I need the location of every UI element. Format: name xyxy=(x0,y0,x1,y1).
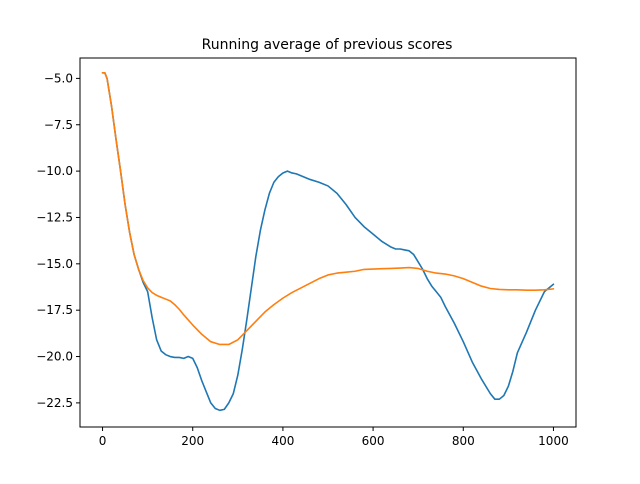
x-axis: 0 200 400 600 800 1000 xyxy=(99,427,569,448)
y-tick-label: −10.0 xyxy=(36,164,73,178)
y-tick-label: −7.5 xyxy=(44,118,73,132)
y-tick-label: −20.0 xyxy=(36,350,73,364)
x-tick-label: 800 xyxy=(452,434,475,448)
y-axis: −5.0 −7.5 −10.0 −12.5 −15.0 −17.5 −20.0 −22.5 xyxy=(36,71,80,410)
y-tick-label: −22.5 xyxy=(36,396,73,410)
x-tick-label: 400 xyxy=(271,434,294,448)
x-tick-label: 200 xyxy=(181,434,204,448)
chart-title: Running average of previous scores xyxy=(202,37,453,53)
y-tick-label: −15.0 xyxy=(36,257,73,271)
x-tick-label: 0 xyxy=(99,434,107,448)
series-line-2 xyxy=(101,72,555,346)
series-layer xyxy=(101,72,555,412)
x-tick-label: 600 xyxy=(362,434,385,448)
series-line-1 xyxy=(101,72,555,412)
x-tick-label: 1000 xyxy=(538,434,569,448)
y-tick-label: −5.0 xyxy=(44,71,73,85)
plot-frame xyxy=(79,57,577,428)
y-tick-label: −17.5 xyxy=(36,303,73,317)
y-tick-label: −12.5 xyxy=(36,210,73,224)
